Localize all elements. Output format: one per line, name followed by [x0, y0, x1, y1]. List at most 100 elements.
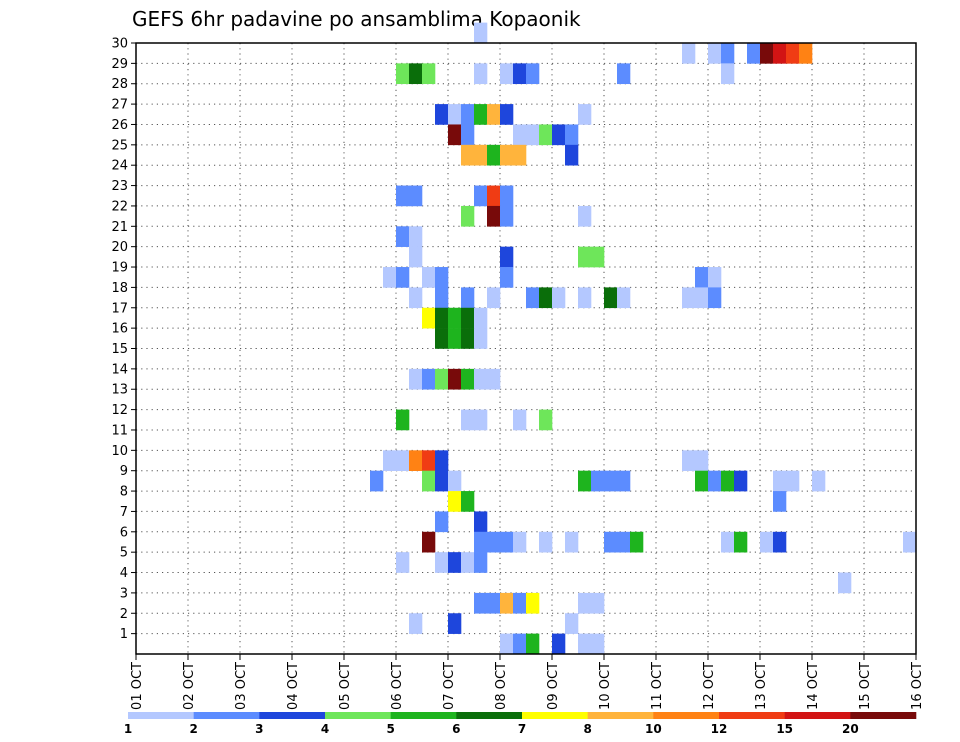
y-tick-label: 12	[111, 403, 128, 418]
data-cell	[409, 63, 423, 85]
data-cell	[565, 144, 579, 166]
data-cell	[760, 531, 774, 553]
y-tick-label: 8	[120, 485, 128, 500]
data-cell	[474, 144, 488, 166]
data-cell	[682, 43, 696, 64]
data-cell	[734, 470, 748, 492]
data-cell	[526, 124, 540, 146]
y-tick-label: 16	[111, 322, 128, 337]
y-axis: 1234567891011121314151617181920212223242…	[111, 37, 136, 642]
data-cell	[461, 552, 475, 573]
y-tick-label: 27	[111, 98, 128, 113]
data-cell	[565, 613, 579, 634]
data-cells	[370, 22, 917, 655]
data-cell	[526, 63, 540, 85]
data-cell	[435, 267, 449, 288]
y-tick-label: 21	[111, 220, 128, 235]
data-cell	[708, 267, 722, 288]
colorbar-segment	[719, 712, 785, 719]
data-cell	[435, 328, 449, 349]
colorbar-label: 20	[842, 722, 859, 736]
data-cell	[487, 205, 501, 227]
data-cell	[500, 63, 514, 85]
data-cell	[409, 450, 423, 471]
data-cell	[409, 368, 423, 390]
y-tick-label: 20	[111, 240, 128, 255]
colorbar-segment	[522, 712, 588, 719]
data-cell	[539, 409, 553, 431]
data-cell	[721, 63, 735, 85]
y-tick-label: 10	[111, 444, 128, 459]
data-cell	[422, 63, 436, 85]
data-cell	[604, 287, 618, 309]
data-cell	[370, 470, 384, 492]
y-tick-label: 6	[120, 525, 128, 540]
data-cell	[396, 185, 410, 207]
data-cell	[383, 267, 397, 288]
data-cell	[474, 307, 488, 329]
y-tick-label: 5	[120, 546, 128, 561]
data-cell	[721, 43, 735, 64]
data-cell	[396, 63, 410, 85]
x-tick-label: 08 OCT	[494, 662, 509, 710]
data-cell	[422, 450, 436, 471]
data-cell	[578, 470, 592, 492]
data-cell	[500, 104, 514, 125]
data-cell	[552, 124, 566, 146]
data-cell	[474, 531, 488, 553]
data-cell	[617, 63, 631, 85]
data-cell	[487, 592, 501, 614]
data-cell	[578, 246, 592, 268]
colorbar-segment	[193, 712, 260, 719]
y-tick-label: 22	[111, 199, 128, 214]
colorbar-label: 1	[124, 722, 132, 736]
data-cell	[786, 470, 800, 492]
data-cell	[500, 267, 514, 288]
y-tick-label: 7	[120, 505, 128, 520]
x-tick-label: 01 OCT	[130, 662, 145, 710]
data-cell	[396, 552, 410, 573]
data-cell	[773, 470, 787, 492]
data-cell	[604, 531, 618, 553]
x-tick-label: 05 OCT	[338, 662, 353, 710]
data-cell	[487, 144, 501, 166]
colorbar-segment	[390, 712, 457, 719]
data-cell	[448, 328, 462, 349]
data-cell	[734, 531, 748, 553]
x-tick-label: 02 OCT	[182, 662, 197, 710]
data-cell	[487, 287, 501, 309]
colorbar-label: 12	[711, 722, 728, 736]
data-cell	[513, 409, 527, 431]
data-cell	[773, 43, 787, 64]
data-cell	[760, 43, 774, 64]
data-cell	[448, 552, 462, 573]
data-cell	[435, 287, 449, 309]
data-cell	[682, 450, 696, 471]
data-cell	[435, 552, 449, 573]
data-cell	[708, 287, 722, 309]
colorbar-label: 7	[518, 722, 526, 736]
x-tick-label: 06 OCT	[390, 662, 405, 710]
data-cell	[435, 307, 449, 329]
data-cell	[617, 531, 631, 553]
y-tick-label: 13	[111, 383, 128, 398]
data-cell	[474, 63, 488, 85]
data-cell	[578, 633, 592, 655]
x-tick-label: 03 OCT	[234, 662, 249, 710]
data-cell	[526, 592, 540, 614]
data-cell	[474, 185, 488, 207]
y-tick-label: 2	[120, 607, 128, 622]
colorbar-label: 6	[452, 722, 460, 736]
y-tick-label: 18	[111, 281, 128, 296]
colorbar-label: 5	[386, 722, 394, 736]
data-cell	[721, 531, 735, 553]
data-cell	[578, 287, 592, 309]
data-cell	[695, 287, 709, 309]
colorbar-segment	[259, 712, 326, 719]
data-cell	[383, 450, 397, 471]
x-tick-label: 04 OCT	[286, 662, 301, 710]
data-cell	[396, 267, 410, 288]
data-cell	[448, 368, 462, 390]
data-cell	[461, 144, 475, 166]
data-cell	[435, 104, 449, 125]
